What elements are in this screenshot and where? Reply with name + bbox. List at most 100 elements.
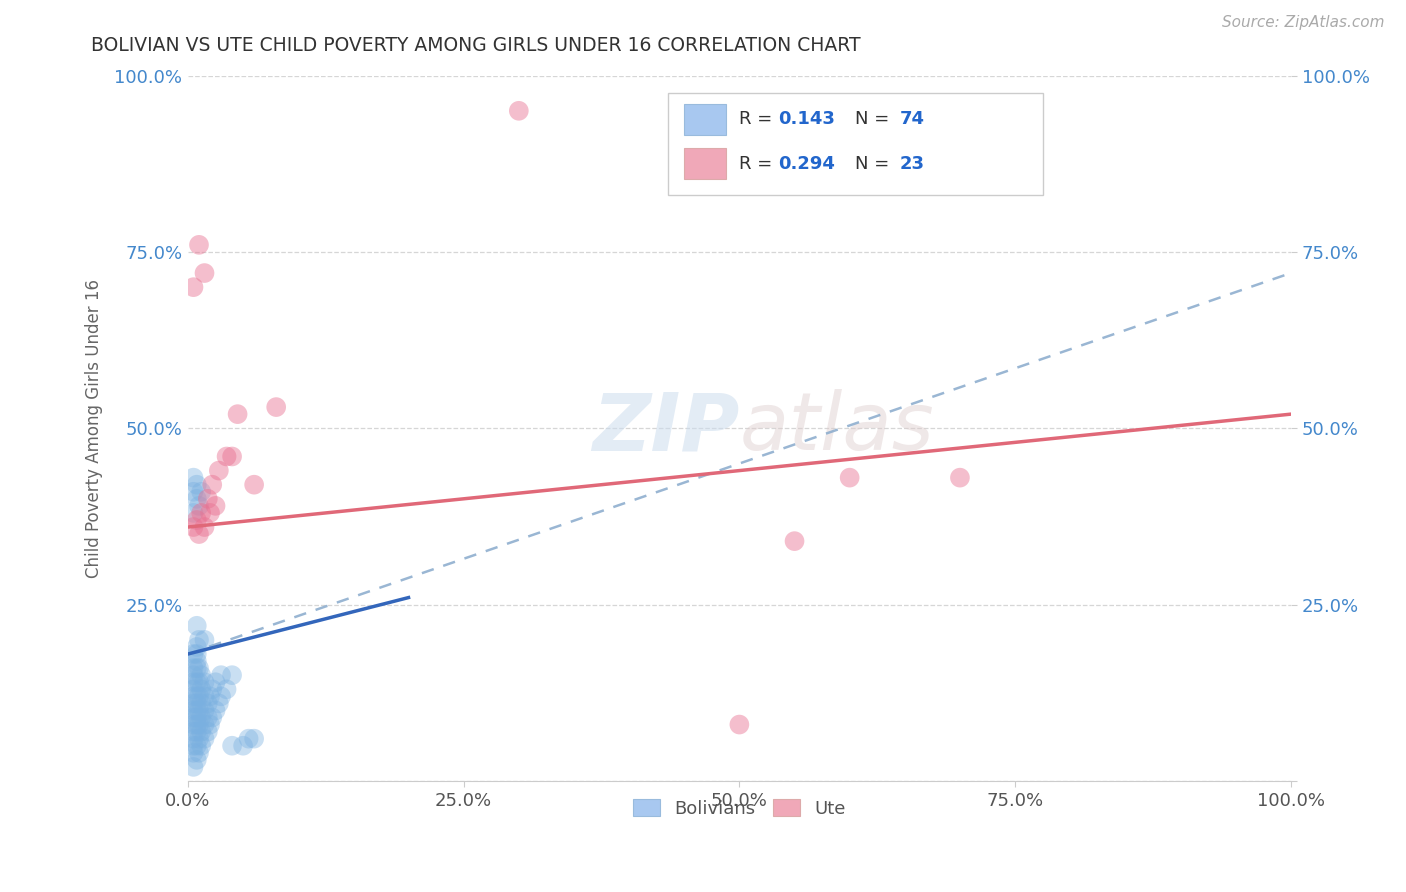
Point <box>183 661 205 675</box>
Point <box>183 746 205 760</box>
Point <box>208 697 231 711</box>
Point <box>208 464 231 478</box>
Point <box>188 703 211 717</box>
Point <box>197 697 219 711</box>
Text: BOLIVIAN VS UTE CHILD POVERTY AMONG GIRLS UNDER 16 CORRELATION CHART: BOLIVIAN VS UTE CHILD POVERTY AMONG GIRL… <box>91 36 860 54</box>
Point <box>197 724 219 739</box>
Point <box>186 647 208 661</box>
Point <box>190 506 212 520</box>
Point <box>183 717 205 731</box>
Point <box>198 717 221 731</box>
Point <box>188 690 211 704</box>
Legend: Bolivians, Ute: Bolivians, Ute <box>626 791 853 825</box>
Point <box>221 668 243 682</box>
Bar <box>685 103 725 135</box>
Point <box>186 710 208 724</box>
Point <box>215 682 238 697</box>
Text: atlas: atlas <box>740 389 934 467</box>
Point <box>188 527 211 541</box>
Point <box>193 690 215 704</box>
Point <box>190 697 212 711</box>
Point <box>204 499 226 513</box>
Point <box>183 280 205 294</box>
Point <box>204 675 226 690</box>
Point <box>188 237 211 252</box>
Point <box>508 103 530 118</box>
Point <box>728 717 751 731</box>
Point <box>193 520 215 534</box>
Point <box>209 668 232 682</box>
Point <box>232 739 254 753</box>
Point <box>183 675 205 690</box>
Point <box>186 717 208 731</box>
Text: N =: N = <box>855 154 896 173</box>
Point <box>186 619 208 633</box>
Text: 23: 23 <box>900 154 924 173</box>
Point <box>186 703 208 717</box>
Point <box>183 520 205 534</box>
Point <box>221 450 243 464</box>
Point <box>264 400 287 414</box>
Point <box>183 484 205 499</box>
Point <box>183 668 205 682</box>
Point <box>193 632 215 647</box>
Point <box>186 661 208 675</box>
Point <box>190 739 212 753</box>
Point <box>201 477 224 491</box>
Point <box>183 724 205 739</box>
Point <box>226 407 249 421</box>
Point <box>186 697 208 711</box>
Point <box>186 640 208 654</box>
Point <box>183 506 205 520</box>
Point <box>183 710 205 724</box>
Text: N =: N = <box>855 111 896 128</box>
Point <box>186 491 208 506</box>
Point <box>838 470 860 484</box>
Point <box>188 499 211 513</box>
Point <box>221 739 243 753</box>
Point <box>183 682 205 697</box>
Point <box>243 477 266 491</box>
Point <box>190 710 212 724</box>
Text: R =: R = <box>740 154 779 173</box>
Point <box>183 703 205 717</box>
Point <box>183 697 205 711</box>
Text: Source: ZipAtlas.com: Source: ZipAtlas.com <box>1222 15 1385 29</box>
Point <box>215 450 238 464</box>
Point <box>209 690 232 704</box>
Point <box>243 731 266 746</box>
Point <box>186 739 208 753</box>
Point <box>188 632 211 647</box>
Point <box>197 491 219 506</box>
Point <box>193 675 215 690</box>
Point <box>188 731 211 746</box>
Point <box>190 484 212 499</box>
FancyBboxPatch shape <box>668 93 1043 195</box>
Point <box>190 682 212 697</box>
Point <box>188 746 211 760</box>
Point <box>949 470 972 484</box>
Point <box>193 266 215 280</box>
Point <box>783 534 806 549</box>
Point <box>183 739 205 753</box>
Point <box>183 731 205 746</box>
Point <box>186 753 208 767</box>
Point <box>201 710 224 724</box>
Point <box>190 724 212 739</box>
Point <box>197 710 219 724</box>
Point <box>238 731 260 746</box>
Point <box>193 703 215 717</box>
Point <box>188 675 211 690</box>
Point <box>198 506 221 520</box>
Point <box>190 668 212 682</box>
Point <box>188 717 211 731</box>
Point <box>186 690 208 704</box>
Point <box>186 675 208 690</box>
Bar <box>685 148 725 179</box>
Point <box>183 470 205 484</box>
Point <box>188 661 211 675</box>
Text: 0.294: 0.294 <box>778 154 835 173</box>
Point <box>201 682 224 697</box>
Text: 0.143: 0.143 <box>778 111 835 128</box>
Point <box>186 477 208 491</box>
